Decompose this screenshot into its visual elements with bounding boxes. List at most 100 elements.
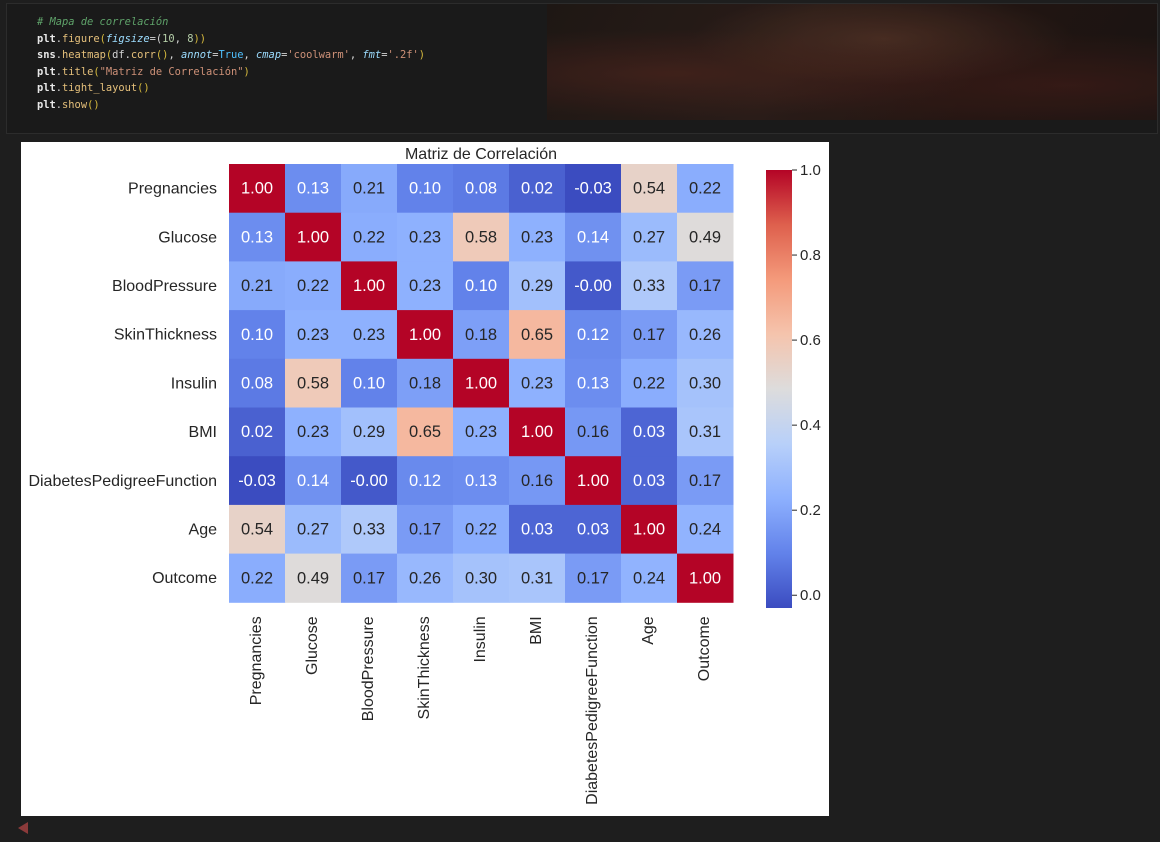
heatmap-cell bbox=[229, 358, 286, 408]
cell-label: 0.12 bbox=[577, 326, 609, 344]
code-token: 10 bbox=[162, 32, 175, 45]
code-token: () bbox=[137, 82, 150, 95]
cell-label: 0.17 bbox=[409, 521, 441, 539]
y-tick-label: Age bbox=[189, 521, 218, 538]
code-token: fmt bbox=[362, 49, 382, 62]
cell-label: 0.13 bbox=[577, 375, 609, 393]
heatmap-cell bbox=[397, 164, 454, 214]
code-token: plt bbox=[37, 32, 56, 45]
heatmap-cell bbox=[509, 310, 566, 360]
heatmap-cell bbox=[397, 504, 454, 555]
heatmap-cell bbox=[509, 504, 566, 555]
heatmap-cell bbox=[621, 456, 678, 506]
heatmap-cell bbox=[397, 310, 454, 360]
code-token: tight_layout bbox=[62, 82, 138, 95]
heatmap-cell bbox=[453, 358, 510, 408]
x-tick-label: Insulin bbox=[472, 616, 489, 662]
heatmap-cell bbox=[509, 407, 566, 457]
y-tick-label: DiabetesPedigreeFunction bbox=[28, 473, 217, 490]
cell-label: 0.16 bbox=[521, 472, 553, 490]
cell-label: 0.23 bbox=[297, 326, 329, 344]
code-token: '.2f' bbox=[387, 49, 419, 62]
code-token: . bbox=[55, 32, 63, 45]
x-tick-label: Age bbox=[640, 616, 657, 645]
heatmap-cell bbox=[453, 504, 510, 555]
heatmap-cell bbox=[565, 504, 622, 555]
heatmap-cell bbox=[565, 456, 622, 506]
heatmap-cell bbox=[285, 407, 342, 457]
heatmap-cell bbox=[285, 164, 342, 214]
heatmap-cell bbox=[565, 261, 622, 311]
y-tick-label: Insulin bbox=[171, 375, 217, 392]
code-token: # Mapa de correlación bbox=[37, 16, 169, 28]
cell-label: 1.00 bbox=[353, 277, 385, 295]
code-token: () bbox=[87, 98, 100, 111]
cell-label: 0.29 bbox=[353, 423, 385, 441]
heatmap-cell bbox=[229, 553, 286, 603]
heatmap-cell bbox=[453, 456, 510, 506]
code-token: show bbox=[62, 98, 88, 111]
code-token: heatmap bbox=[62, 49, 106, 62]
cell-label: 0.17 bbox=[689, 277, 721, 295]
cell-label: 1.00 bbox=[577, 472, 609, 490]
cell-output: Matriz de Correlación 1.00 0.13 0.21 0.10 0.0… bbox=[21, 142, 829, 816]
heatmap-cell bbox=[565, 407, 622, 457]
cell-label: 0.29 bbox=[521, 277, 553, 295]
cell-label: 0.18 bbox=[465, 326, 497, 344]
heatmap-cell bbox=[453, 212, 510, 262]
code-token: "Matriz de Correlación" bbox=[99, 65, 244, 78]
cell-label: 1.00 bbox=[465, 375, 497, 393]
cell-label: 1.00 bbox=[633, 521, 665, 539]
cell-label: 0.02 bbox=[241, 423, 273, 441]
cell-label: 0.23 bbox=[521, 375, 553, 393]
cell-label: 0.08 bbox=[241, 375, 273, 393]
cell-label: 0.10 bbox=[465, 277, 497, 295]
code-token: sns bbox=[37, 49, 56, 62]
code-token: ) bbox=[418, 49, 426, 62]
cell-label: 0.23 bbox=[353, 326, 385, 344]
heatmap-cell bbox=[621, 212, 678, 262]
x-tick-label: SkinThickness bbox=[416, 616, 433, 719]
cell-label: 0.54 bbox=[241, 521, 273, 539]
heatmap-cell bbox=[397, 407, 454, 457]
cell-label: 0.08 bbox=[465, 180, 497, 198]
cell-label: 0.22 bbox=[689, 180, 721, 198]
heatmap-cell bbox=[509, 261, 566, 311]
heatmap-cell bbox=[341, 212, 398, 262]
code-token: ) bbox=[243, 65, 250, 78]
code-line: plt.tight_layout() bbox=[37, 80, 425, 97]
collapse-output-icon[interactable] bbox=[18, 822, 28, 834]
cell-label: 0.33 bbox=[633, 277, 665, 295]
heatmap-cell bbox=[341, 261, 398, 311]
heatmap-cell bbox=[677, 553, 734, 603]
cell-label: 0.22 bbox=[353, 228, 385, 246]
heatmap-cell bbox=[453, 407, 510, 457]
code-token: figure bbox=[62, 32, 100, 45]
heatmap-cell bbox=[621, 164, 678, 214]
heatmap-cell bbox=[453, 261, 510, 311]
x-tick-label: Glucose bbox=[304, 616, 321, 675]
code-token: ( bbox=[93, 65, 100, 78]
heatmap-cell bbox=[397, 456, 454, 506]
heatmap-cell bbox=[621, 407, 678, 457]
cell-label: 0.03 bbox=[633, 423, 665, 441]
code-editor[interactable]: # Mapa de correlación plt.figure(figsize=… bbox=[37, 14, 425, 114]
heatmap-cell bbox=[229, 261, 286, 311]
heatmap-cell bbox=[397, 358, 454, 408]
code-token: . bbox=[55, 65, 63, 78]
heatmap-cell bbox=[341, 164, 398, 214]
code-line: plt.title("Matriz de Correlación") bbox=[37, 64, 425, 81]
code-token: 8 bbox=[187, 32, 194, 45]
heatmap-cell bbox=[453, 310, 510, 360]
cell-label: 0.30 bbox=[465, 569, 497, 587]
cell-label: 1.00 bbox=[689, 569, 721, 587]
heatmap-cell bbox=[677, 310, 734, 360]
cell-label: 0.33 bbox=[353, 521, 385, 539]
heatmap-cell bbox=[397, 212, 454, 262]
code-token: () bbox=[155, 49, 169, 62]
heatmap-cell bbox=[229, 504, 286, 555]
cell-label: 0.03 bbox=[521, 521, 553, 539]
code-cell[interactable]: # Mapa de correlación plt.figure(figsize=… bbox=[6, 3, 1158, 134]
cell-label: 0.27 bbox=[633, 228, 665, 246]
heatmap-cell bbox=[285, 212, 342, 262]
